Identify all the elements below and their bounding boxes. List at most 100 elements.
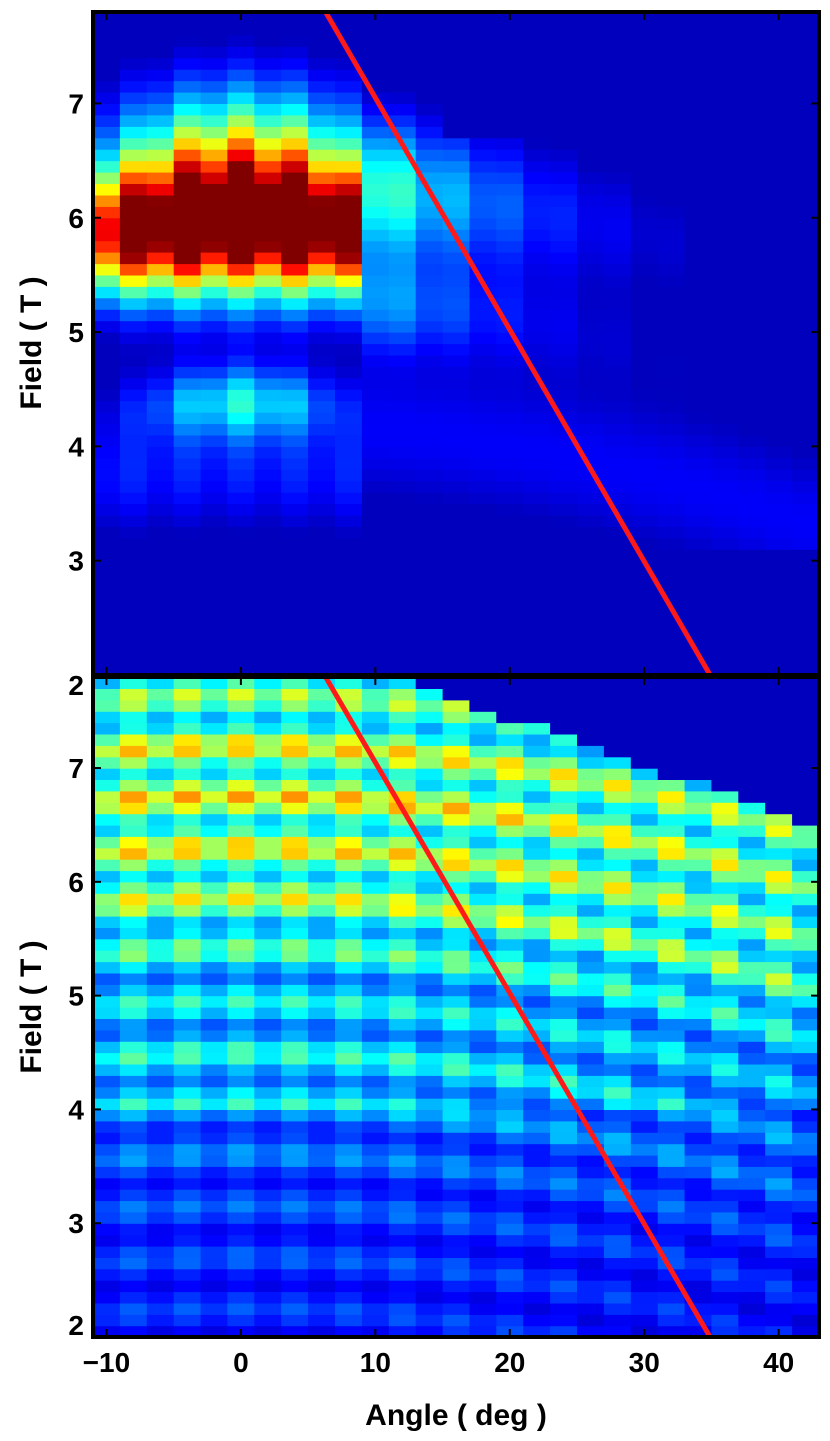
heatmap-cell — [415, 126, 444, 139]
heatmap-cell — [523, 332, 551, 345]
heatmap-cell — [765, 1143, 793, 1156]
heatmap-cell — [523, 206, 551, 219]
heatmap-cell — [173, 1166, 202, 1179]
heatmap-cell — [281, 1268, 309, 1281]
heatmap-cell — [657, 206, 686, 219]
heatmap-cell — [93, 836, 121, 849]
heatmap-cell — [523, 492, 551, 505]
heatmap-cell — [603, 103, 632, 116]
heatmap-cell — [119, 699, 148, 712]
heatmap-cell — [792, 617, 819, 630]
heatmap-cell — [335, 1291, 363, 1304]
heatmap-cell — [281, 263, 309, 276]
heatmap-cell — [630, 1063, 659, 1076]
heatmap-cell — [684, 1109, 713, 1122]
heatmap-cell — [254, 1143, 282, 1156]
heatmap-cell — [361, 881, 390, 894]
heatmap-cell — [308, 240, 336, 253]
heatmap-cell — [496, 1268, 524, 1281]
heatmap-cell — [738, 606, 766, 619]
heatmap-cell — [657, 938, 686, 951]
heatmap-cell — [119, 790, 148, 803]
heatmap-cell — [657, 745, 686, 758]
heatmap-cell — [469, 149, 497, 162]
heatmap-cell — [388, 1109, 417, 1122]
heatmap-cell — [469, 972, 497, 985]
heatmap-cell — [308, 1211, 336, 1224]
heatmap-cell — [738, 1223, 766, 1236]
heatmap-cell — [442, 677, 471, 689]
heatmap-cell — [523, 629, 551, 642]
heatmap-cell — [200, 252, 229, 265]
heatmap-cell — [630, 824, 659, 837]
heatmap-cell — [308, 1086, 336, 1099]
heatmap-cell — [200, 995, 229, 1008]
heatmap-cell — [792, 995, 819, 1008]
heatmap-cell — [281, 699, 309, 712]
heatmap-cell — [173, 526, 202, 539]
ytick-label: 4 — [68, 431, 84, 462]
heatmap-cell — [577, 1257, 605, 1270]
heatmap-cell — [657, 160, 686, 173]
heatmap-cell — [415, 1075, 444, 1088]
heatmap-cell — [765, 640, 793, 653]
heatmap-cell — [308, 972, 336, 985]
heatmap-cell — [469, 492, 497, 505]
heatmap-cell — [415, 652, 444, 665]
heatmap-cell — [792, 1063, 819, 1076]
heatmap-cell — [173, 927, 202, 940]
heatmap-cell — [577, 252, 605, 265]
heatmap-cell — [738, 1211, 766, 1224]
heatmap-cell — [173, 1211, 202, 1224]
heatmap-cell — [119, 23, 148, 36]
heatmap-cell — [254, 1166, 282, 1179]
heatmap-cell — [684, 206, 713, 219]
heatmap-cell — [657, 57, 686, 70]
heatmap-cell — [738, 560, 766, 573]
heatmap-cell — [173, 537, 202, 550]
heatmap-cell — [146, 688, 175, 701]
heatmap-cell — [119, 183, 148, 196]
heatmap-cell — [765, 572, 793, 585]
heatmap-cell — [388, 1166, 417, 1179]
heatmap-cell — [119, 560, 148, 573]
heatmap-cell — [792, 972, 819, 985]
heatmap-cell — [738, 722, 766, 735]
heatmap-cell — [657, 1154, 686, 1167]
heatmap-cell — [577, 149, 605, 162]
heatmap-cell — [738, 836, 766, 849]
heatmap-cell — [227, 606, 255, 619]
heatmap-cell — [442, 768, 471, 780]
heatmap-cell — [335, 1246, 363, 1258]
heatmap-cell — [657, 343, 686, 356]
heatmap-cell — [657, 366, 686, 379]
heatmap-cell — [684, 252, 713, 265]
heatmap-cell — [630, 1154, 659, 1167]
heatmap-cell — [657, 677, 686, 689]
heatmap-cell — [93, 320, 121, 333]
heatmap-cell — [711, 240, 739, 253]
heatmap-cell — [388, 332, 417, 345]
heatmap-cell — [603, 1007, 632, 1019]
heatmap-cell — [173, 572, 202, 585]
heatmap-cell — [577, 606, 605, 619]
heatmap-cell — [227, 1189, 255, 1202]
heatmap-cell — [173, 722, 202, 735]
heatmap-cell — [657, 560, 686, 573]
heatmap-cell — [415, 711, 444, 724]
heatmap-cell — [93, 859, 121, 872]
heatmap-cell — [93, 57, 121, 70]
heatmap-cell — [281, 69, 309, 82]
heatmap-cell — [577, 286, 605, 299]
heatmap-cell — [657, 722, 686, 735]
heatmap-cell — [388, 1257, 417, 1270]
heatmap-cell — [550, 893, 578, 906]
heatmap-cell — [388, 1177, 417, 1190]
heatmap-cell — [146, 126, 175, 139]
heatmap-cell — [335, 126, 363, 139]
heatmap-cell — [93, 446, 121, 459]
heatmap-cell — [200, 114, 229, 127]
heatmap-cell — [442, 870, 471, 883]
heatmap-cell — [146, 137, 175, 150]
heatmap-cell — [550, 515, 578, 527]
